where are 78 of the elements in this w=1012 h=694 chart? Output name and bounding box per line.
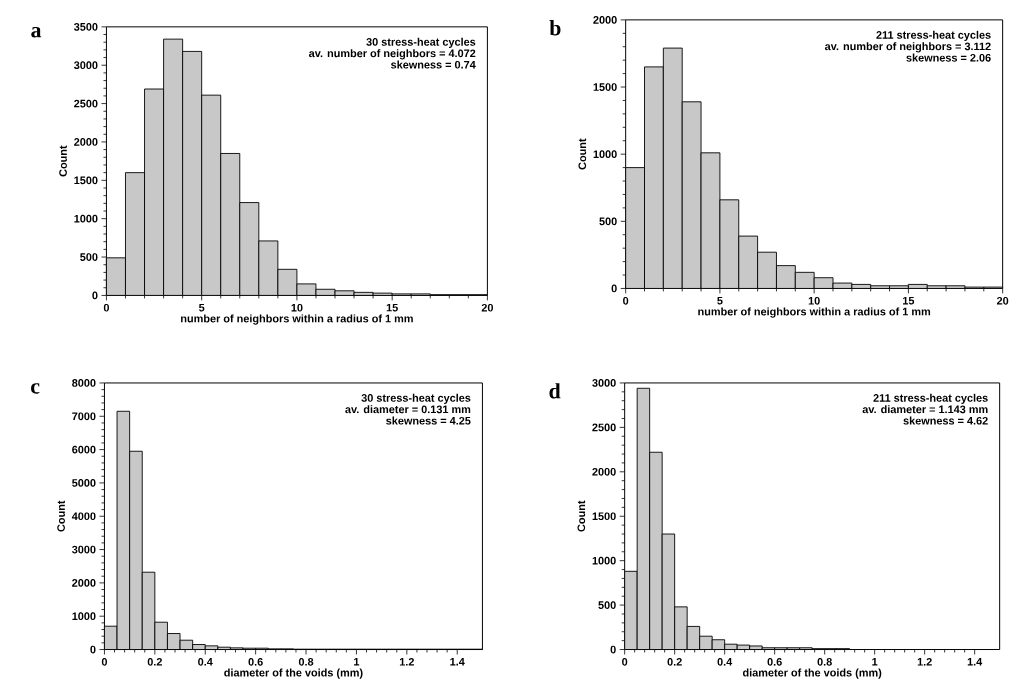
x-tick-label: 0.2 (667, 657, 682, 666)
y-tick-label: 0 (90, 645, 96, 654)
y-axis-title: Count (577, 500, 586, 532)
y-tick-label: 1000 (74, 214, 98, 223)
x-tick-label: 10 (808, 296, 820, 305)
x-tick-label: 1 (354, 657, 360, 666)
annotation: av. diameter = 1.143 mm (862, 405, 988, 414)
y-tick-label: 8000 (72, 378, 96, 387)
y-tick-label: 2000 (74, 137, 98, 146)
y-tick-label: 2000 (592, 467, 616, 476)
y-tick-label: 3000 (71, 545, 96, 554)
x-tick-label: 0 (101, 657, 108, 666)
x-tick-label: 0.4 (198, 657, 213, 666)
x-tick-label: 1.2 (399, 657, 414, 666)
y-tick-label: 5000 (72, 478, 96, 487)
y-tick-label: 500 (598, 601, 616, 609)
y-tick-label: 1000 (72, 612, 96, 620)
x-tick-label: 0 (622, 657, 628, 666)
y-tick-label: 1500 (593, 83, 617, 91)
annotation: av. diameter = 0.131 mm (345, 405, 471, 414)
y-tick-label: 1000 (592, 556, 616, 565)
x-tick-label: 0.8 (817, 657, 832, 666)
x-tick-label: 15 (386, 303, 398, 312)
annotation: 30 stress-heat cycles (366, 37, 476, 48)
x-axis-title: diameter of the voids (mm) (742, 668, 882, 679)
annotation: 211 stress-heat cycles (876, 30, 991, 41)
x-tick-label: 0 (103, 303, 110, 312)
annotation: skewness = 4.62 (903, 416, 988, 425)
x-tick-label: 1.2 (917, 657, 932, 666)
y-tick-label: 2000 (72, 578, 96, 587)
y-tick-label: 2000 (593, 15, 617, 24)
annotation: 211 stress-heat cycles (873, 393, 988, 404)
chart-title: c (31, 383, 40, 394)
y-tick-label: 0 (610, 645, 616, 654)
y-tick-label: 500 (80, 253, 98, 261)
x-axis-title: diameter of the voids (mm) (224, 668, 363, 679)
x-tick-label: 1.4 (967, 657, 983, 666)
x-tick-label: 20 (996, 296, 1009, 305)
y-tick-label: 500 (599, 217, 617, 226)
annotation: av. number of neighbors = 4.072 (309, 49, 476, 60)
annotation: skewness = 0.74 (391, 60, 476, 69)
x-tick-label: 5 (198, 303, 205, 312)
y-tick-label: 2500 (74, 99, 98, 108)
chart-title: a (31, 26, 42, 38)
y-tick-label: 3500 (73, 22, 98, 31)
y-tick-label: 2500 (592, 423, 616, 432)
x-tick-label: 0.8 (298, 657, 314, 666)
y-axis-title: Count (57, 500, 65, 532)
x-tick-label: 15 (903, 296, 915, 305)
x-tick-label: 10 (291, 303, 303, 312)
annotation: av. number of neighbors = 3.112 (824, 42, 991, 53)
y-axis-title: Count (578, 138, 587, 170)
y-tick-label: 3000 (73, 61, 98, 69)
annotation: 30 stress-heat cycles (361, 393, 471, 404)
y-axis-title: Count (59, 145, 67, 177)
x-axis-title: number of neighbors within a radius of 1 mm (698, 307, 931, 318)
annotation: skewness = 4.25 (386, 416, 471, 425)
y-tick-label: 1500 (592, 512, 616, 520)
x-tick-label: 0.6 (248, 657, 263, 666)
x-tick-label: 0.4 (717, 657, 733, 666)
chart-title: b (549, 19, 561, 36)
y-tick-label: 0 (611, 284, 617, 293)
x-tick-label: 0 (623, 296, 629, 305)
y-tick-label: 1000 (593, 150, 617, 158)
y-tick-label: 6000 (72, 445, 96, 454)
y-tick-label: 7000 (72, 412, 96, 420)
y-tick-label: 1500 (74, 176, 98, 185)
x-tick-label: 0.6 (767, 657, 782, 666)
x-tick-label: 1 (872, 657, 878, 666)
x-tick-label: 0.2 (147, 657, 162, 666)
annotation: skewness = 2.06 (906, 53, 991, 62)
y-tick-label: 3000 (592, 378, 616, 387)
y-tick-label: 4000 (71, 512, 96, 520)
x-axis-title: number of neighbors within a radius of 1 mm (181, 314, 413, 325)
chart-title: d (549, 383, 561, 399)
x-tick-label: 20 (481, 303, 494, 312)
x-tick-label: 1.4 (450, 657, 465, 666)
x-tick-label: 5 (717, 296, 723, 305)
